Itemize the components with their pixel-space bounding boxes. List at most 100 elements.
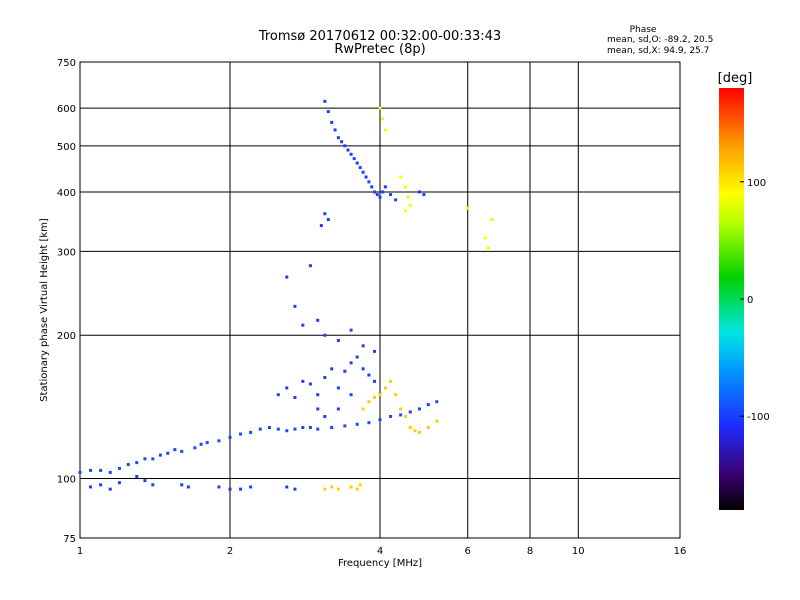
data-point bbox=[330, 485, 334, 489]
data-point bbox=[378, 393, 382, 397]
data-point bbox=[239, 432, 243, 436]
data-point bbox=[336, 136, 340, 140]
data-point bbox=[352, 157, 356, 161]
chart-title: Tromsø 20170612 00:32:00-00:33:43 bbox=[258, 29, 501, 44]
data-point bbox=[403, 414, 407, 418]
data-point bbox=[151, 457, 155, 461]
data-point bbox=[349, 152, 353, 156]
data-point bbox=[375, 193, 379, 197]
y-tick-label: 750 bbox=[57, 58, 76, 69]
data-point bbox=[336, 386, 340, 390]
data-point bbox=[99, 468, 103, 472]
chart-subtitle: RwPretec (8p) bbox=[334, 42, 425, 57]
colorbar-tick-label: 0 bbox=[747, 295, 753, 306]
data-point bbox=[323, 487, 327, 491]
data-point bbox=[316, 318, 320, 322]
data-point bbox=[367, 400, 371, 404]
colorbar-tick-label: 100 bbox=[747, 178, 766, 189]
data-point bbox=[403, 185, 407, 189]
y-tick-label: 75 bbox=[63, 534, 76, 545]
data-point bbox=[466, 206, 470, 210]
data-point bbox=[417, 430, 421, 434]
data-point bbox=[135, 461, 139, 465]
data-point bbox=[383, 128, 387, 132]
data-point bbox=[399, 175, 403, 179]
data-point bbox=[399, 413, 403, 417]
y-tick-label: 600 bbox=[57, 104, 76, 115]
colorbar-tick-label: -100 bbox=[747, 412, 770, 423]
colorbar bbox=[719, 88, 744, 510]
data-point bbox=[406, 195, 410, 199]
x-tick-label: 4 bbox=[377, 546, 383, 557]
data-point bbox=[346, 148, 350, 152]
data-point bbox=[483, 236, 487, 240]
data-point bbox=[490, 218, 494, 222]
data-point bbox=[308, 382, 312, 386]
data-point bbox=[383, 185, 387, 189]
data-point bbox=[108, 470, 112, 474]
data-point bbox=[285, 386, 289, 390]
data-point bbox=[389, 414, 393, 418]
data-point bbox=[330, 120, 334, 124]
data-point bbox=[326, 110, 330, 114]
data-point bbox=[135, 474, 139, 478]
data-point bbox=[355, 422, 359, 426]
data-point bbox=[301, 379, 305, 383]
data-point bbox=[199, 442, 203, 446]
data-point bbox=[399, 407, 403, 411]
x-axis-label: Frequency [MHz] bbox=[338, 558, 422, 569]
data-point bbox=[378, 106, 382, 110]
data-point bbox=[340, 140, 344, 144]
data-point bbox=[408, 203, 412, 207]
data-point bbox=[117, 466, 121, 470]
y-tick-label: 500 bbox=[57, 142, 76, 153]
data-point bbox=[308, 264, 312, 268]
data-point bbox=[336, 407, 340, 411]
data-point bbox=[285, 429, 289, 433]
y-tick-label: 400 bbox=[57, 188, 76, 199]
data-point bbox=[301, 425, 305, 429]
data-point bbox=[319, 224, 323, 228]
data-point bbox=[422, 193, 426, 197]
data-point bbox=[239, 487, 243, 491]
data-point bbox=[89, 485, 93, 489]
data-point bbox=[267, 425, 271, 429]
data-point bbox=[349, 361, 353, 365]
data-point bbox=[349, 485, 353, 489]
data-point bbox=[394, 393, 398, 397]
data-point bbox=[426, 403, 430, 407]
data-point bbox=[217, 439, 221, 443]
colorbar-label: [deg] bbox=[718, 71, 753, 86]
data-point bbox=[367, 373, 371, 377]
data-point bbox=[361, 367, 365, 371]
data-point bbox=[205, 441, 209, 445]
data-point bbox=[383, 386, 387, 390]
data-point bbox=[343, 144, 347, 148]
data-point bbox=[381, 190, 385, 194]
data-point bbox=[361, 407, 365, 411]
data-point bbox=[435, 419, 439, 423]
data-point bbox=[389, 379, 393, 383]
x-tick-label: 1 bbox=[77, 546, 83, 557]
data-point bbox=[403, 209, 407, 213]
data-point bbox=[367, 421, 371, 425]
data-point bbox=[417, 190, 421, 194]
data-point bbox=[180, 449, 184, 453]
data-point bbox=[426, 425, 430, 429]
data-point bbox=[285, 485, 289, 489]
data-point bbox=[417, 407, 421, 411]
data-point bbox=[408, 425, 412, 429]
data-point bbox=[249, 485, 253, 489]
data-point bbox=[323, 376, 327, 380]
data-points bbox=[78, 99, 494, 491]
x-tick-label: 10 bbox=[572, 546, 585, 557]
data-point bbox=[293, 395, 297, 399]
data-point bbox=[308, 425, 312, 429]
data-point bbox=[293, 487, 297, 491]
data-point bbox=[166, 451, 170, 455]
data-point bbox=[173, 448, 177, 452]
data-point bbox=[316, 407, 320, 411]
data-point bbox=[378, 418, 382, 422]
data-point bbox=[408, 410, 412, 414]
data-point bbox=[316, 393, 320, 397]
